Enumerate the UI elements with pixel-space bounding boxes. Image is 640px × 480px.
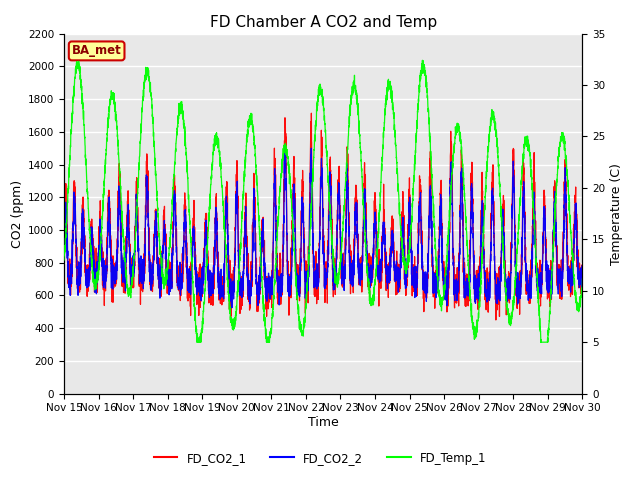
Text: BA_met: BA_met [72, 44, 122, 58]
Title: FD Chamber A CO2 and Temp: FD Chamber A CO2 and Temp [209, 15, 437, 30]
Legend: FD_CO2_1, FD_CO2_2, FD_Temp_1: FD_CO2_1, FD_CO2_2, FD_Temp_1 [149, 447, 491, 469]
Y-axis label: CO2 (ppm): CO2 (ppm) [11, 180, 24, 248]
Y-axis label: Temperature (C): Temperature (C) [609, 163, 623, 264]
X-axis label: Time: Time [308, 416, 339, 429]
